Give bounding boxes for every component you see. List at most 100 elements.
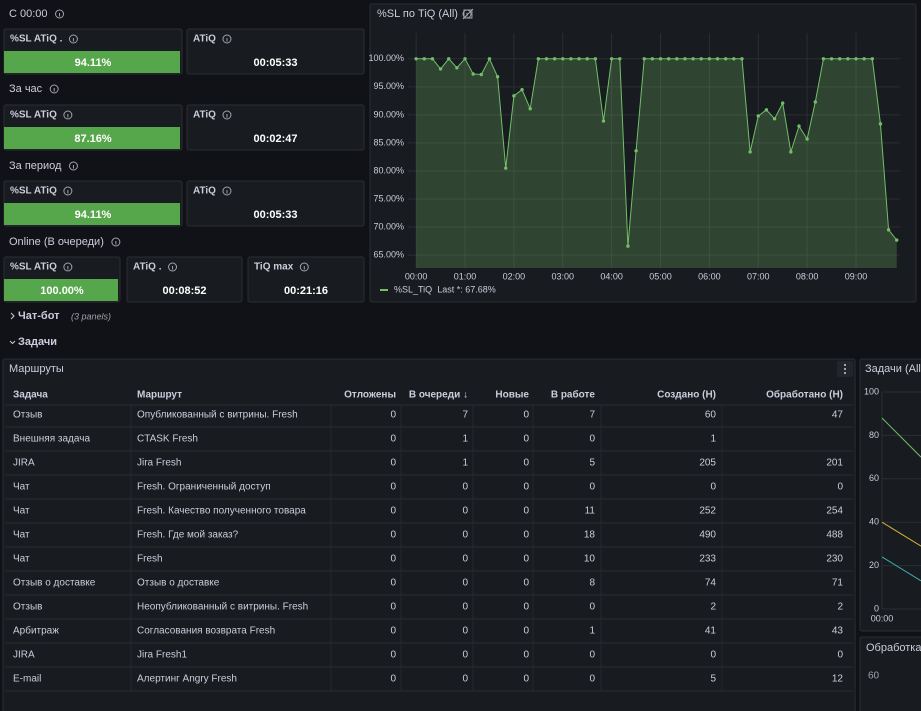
table-cell: 0 xyxy=(523,506,529,517)
column-header: Обработано (Н) xyxy=(766,389,843,401)
table-cell: 0 xyxy=(837,482,843,493)
point xyxy=(658,57,663,61)
point xyxy=(715,57,720,61)
table-cell: Fresh. Качество полученного товара xyxy=(137,506,306,517)
point xyxy=(764,108,769,112)
point xyxy=(504,166,508,170)
info-icon xyxy=(63,186,73,196)
x-tick-label: 00:00 xyxy=(405,271,428,281)
y-tick-label: 60 xyxy=(868,671,880,682)
column-header: Новые xyxy=(495,390,529,401)
row-note: (3 panels) xyxy=(71,311,111,321)
x-tick-label: 01:00 xyxy=(454,271,477,281)
line xyxy=(881,556,921,582)
line xyxy=(881,521,921,547)
info-icon xyxy=(68,161,78,171)
table-cell: 71 xyxy=(832,578,844,589)
y-tick-label: 80 xyxy=(869,430,879,440)
table-cell: Jira Fresh1 xyxy=(137,650,187,661)
table-cell: 1 xyxy=(589,626,595,637)
point xyxy=(650,57,655,61)
table-cell: 74 xyxy=(705,578,717,589)
panel-menu[interactable] xyxy=(837,361,853,377)
table-cell: Чат xyxy=(13,530,30,541)
row-chevron[interactable] xyxy=(10,312,15,320)
x-tick-label: 05:00 xyxy=(649,271,672,281)
x-tick-label: 06:00 xyxy=(698,271,721,281)
stat-value: 00:05:33 xyxy=(253,57,297,69)
point xyxy=(886,228,891,232)
table-cell: 5 xyxy=(710,674,716,685)
stat-bar xyxy=(4,279,118,301)
table-cell: 0 xyxy=(523,482,529,493)
stat-bar xyxy=(4,127,180,149)
table-cell: 0 xyxy=(390,434,396,445)
table-cell: 0 xyxy=(589,650,595,661)
point xyxy=(447,57,451,61)
table-cell: 0 xyxy=(589,434,595,445)
table-cell: Алертинг Angry Fresh xyxy=(137,674,237,685)
stat-label: ATiQ xyxy=(193,186,216,197)
x-tick-label: 03:00 xyxy=(552,271,575,281)
column-header: Создано (Н) xyxy=(657,390,716,401)
info-circle xyxy=(55,9,65,19)
point xyxy=(536,57,541,61)
point xyxy=(561,57,565,61)
table-cell: Чат xyxy=(13,554,30,565)
table-cell: 0 xyxy=(589,482,595,493)
table-cell: 0 xyxy=(710,650,716,661)
column-header: Отложены xyxy=(344,390,396,401)
table-cell: 8 xyxy=(589,578,595,589)
stat-value: 87.16% xyxy=(74,133,112,145)
table-cell: 0 xyxy=(837,650,843,661)
info-circle xyxy=(63,262,73,272)
info-circle xyxy=(63,186,73,196)
table-panel xyxy=(2,358,856,711)
info-icon xyxy=(63,262,73,272)
table-cell: Внешняя задача xyxy=(13,434,90,445)
column-header: В работе xyxy=(551,389,596,401)
table-cell: 0 xyxy=(523,530,529,541)
y-tick-label: 70.00% xyxy=(373,221,404,231)
table-cell: 0 xyxy=(462,650,468,661)
point xyxy=(707,57,712,61)
y-tick-label: 80.00% xyxy=(373,165,404,175)
stat-bar xyxy=(4,51,180,73)
y-tick-label: 95.00% xyxy=(373,81,404,91)
point xyxy=(585,57,589,61)
row-title[interactable]: Чат-бот xyxy=(18,310,60,322)
point xyxy=(781,101,785,105)
info-icon xyxy=(49,84,59,94)
table-cell: 0 xyxy=(523,626,529,637)
table-cell: 252 xyxy=(699,506,716,517)
table-cell: JIRA xyxy=(13,650,35,661)
table-cell: 0 xyxy=(462,674,468,685)
y-tick-label: 65.00% xyxy=(373,249,404,259)
row-title[interactable]: Задачи xyxy=(18,336,57,348)
table-cell: 0 xyxy=(390,530,396,541)
point xyxy=(691,57,695,61)
y-tick-label: 0 xyxy=(874,603,879,613)
point xyxy=(520,87,524,92)
stat-panel xyxy=(126,256,243,303)
point xyxy=(813,100,817,104)
table-cell: 43 xyxy=(832,626,844,637)
info-icon xyxy=(63,110,73,120)
table-cell: 0 xyxy=(462,602,468,613)
table-cell: Отзыв xyxy=(13,410,42,421)
point xyxy=(797,124,801,128)
table-cell: 0 xyxy=(462,554,468,565)
x-tick-label: 00:00 xyxy=(871,613,894,623)
section-title: За час xyxy=(9,83,43,95)
stat-label: %SL ATiQ xyxy=(10,186,57,197)
legend-label: %SL_TiQ xyxy=(394,284,432,294)
info-circle xyxy=(299,262,309,272)
table-cell: 1 xyxy=(710,434,716,445)
table-cell: 0 xyxy=(462,506,468,517)
row-chevron[interactable] xyxy=(9,340,16,345)
chart-title: %SL по TiQ (All) xyxy=(377,8,458,20)
point xyxy=(544,57,549,61)
table-cell: 0 xyxy=(462,626,468,637)
point xyxy=(487,57,492,61)
